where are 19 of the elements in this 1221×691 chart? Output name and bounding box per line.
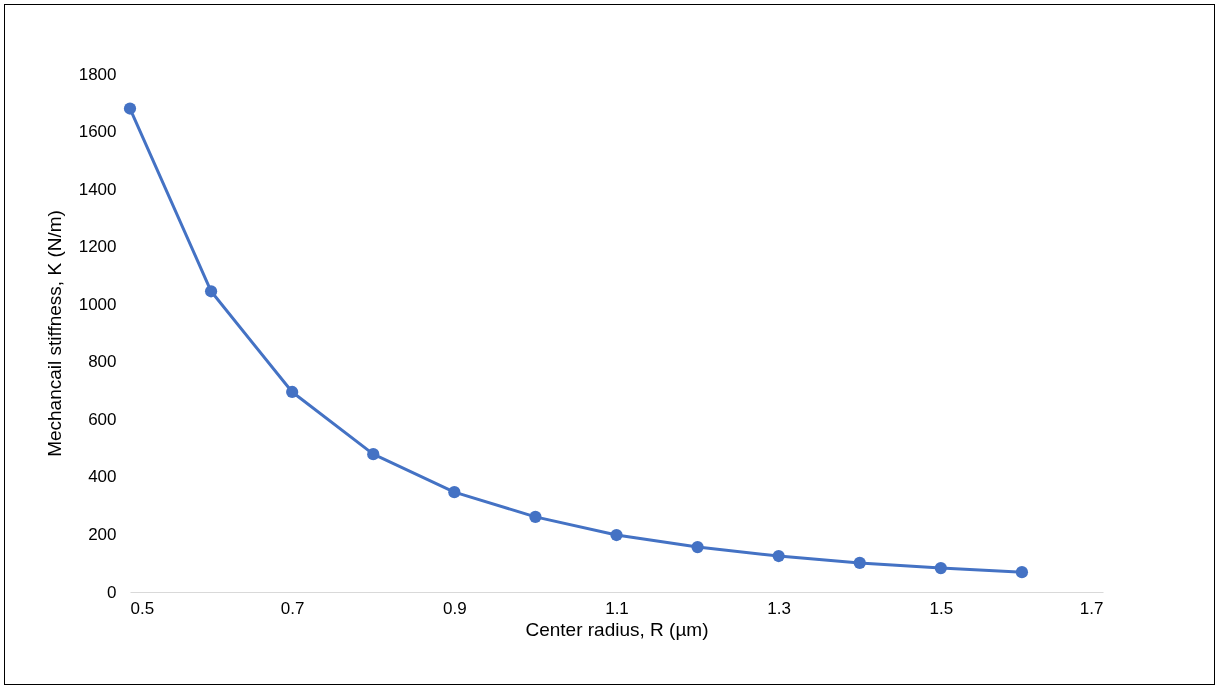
y-tick-label: 1200	[78, 237, 117, 257]
x-tick-label: 0.5	[130, 598, 155, 618]
y-tick-label: 600	[88, 409, 117, 429]
x-tick-label: 1.7	[1079, 598, 1104, 618]
x-axis-title: Center radius, R (µm)	[525, 618, 709, 640]
x-tick-label: 1.5	[929, 598, 954, 618]
x-tick-label: 1.1	[605, 598, 629, 618]
y-tick-label: 400	[88, 467, 117, 487]
y-tick-label: 1000	[78, 294, 117, 314]
y-axis-title: Mechancail stiffness, K (N/m)	[43, 210, 65, 457]
y-tick-label: 1600	[78, 122, 117, 142]
y-tick-label: 1400	[78, 179, 117, 199]
y-tick-label: 200	[88, 524, 117, 544]
x-tick-label: 1.3	[767, 598, 791, 618]
y-tick-label: 800	[88, 352, 117, 372]
x-tick-label: 0.7	[280, 598, 305, 618]
y-tick-label: 1800	[78, 64, 117, 84]
y-tick-label: 0	[107, 582, 117, 602]
x-tick-label: 0.9	[443, 598, 467, 618]
